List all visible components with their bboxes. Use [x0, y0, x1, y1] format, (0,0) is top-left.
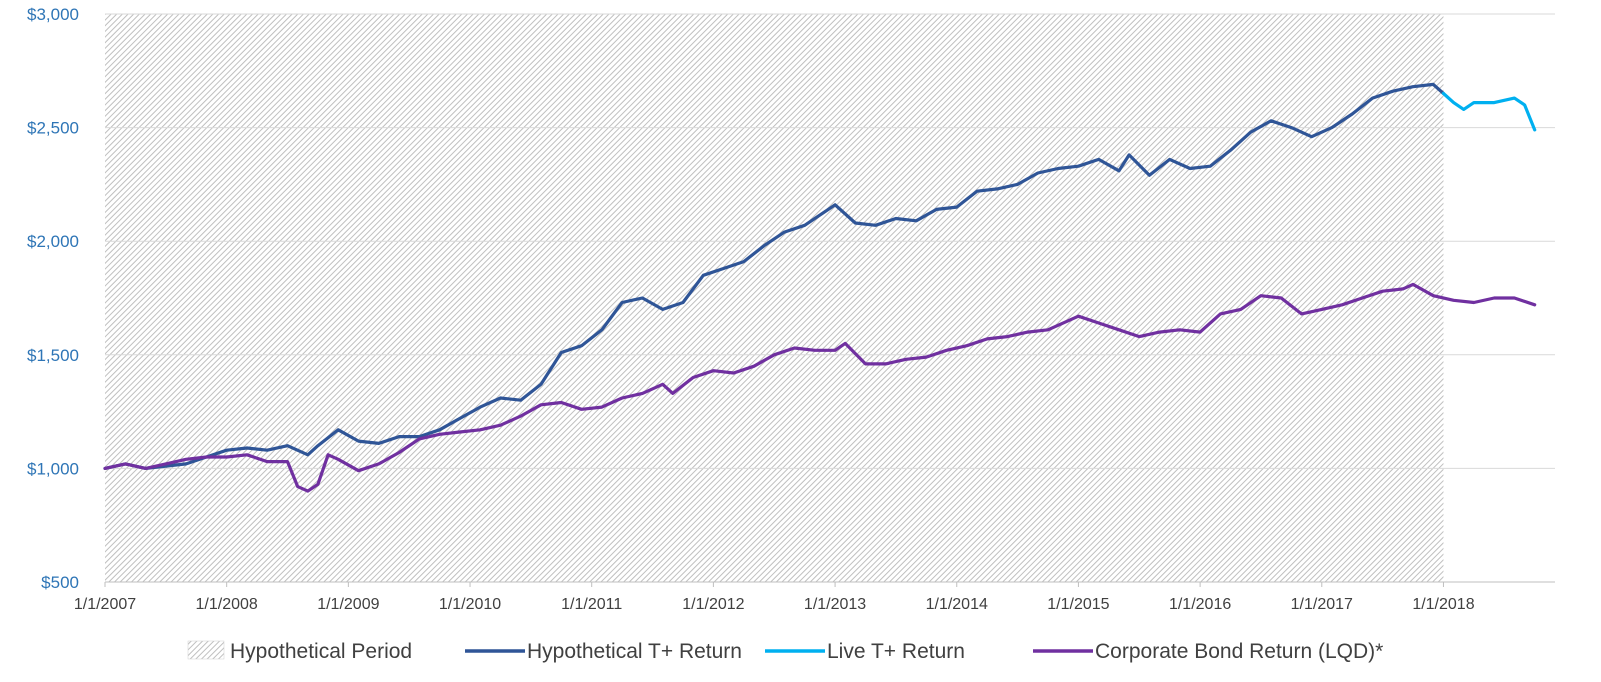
x-tick-label: 1/1/2018 — [1412, 596, 1474, 613]
y-tick-label: $2,500 — [27, 119, 79, 138]
x-tick-label: 1/1/2015 — [1047, 596, 1109, 613]
legend-label: Hypothetical Period — [230, 640, 412, 663]
y-tick-label: $500 — [41, 573, 79, 592]
x-tick-label: 1/1/2010 — [439, 596, 501, 613]
y-tick-label: $1,500 — [27, 346, 79, 365]
series-line — [103, 82, 1446, 470]
series-lines — [103, 82, 1537, 493]
x-tick-label: 1/1/2008 — [196, 596, 258, 613]
x-tick-label: 1/1/2016 — [1169, 596, 1231, 613]
legend-swatch — [187, 640, 225, 660]
y-tick-label: $2,000 — [27, 232, 79, 251]
y-axis: $500 $1,000 $1,500 $2,000 $2,500 $3,000 — [27, 5, 79, 592]
legend-label: Hypothetical T+ Return — [527, 640, 742, 663]
legend-label: Live T+ Return — [827, 640, 965, 663]
x-tick-label: 1/1/2011 — [561, 596, 622, 613]
y-tick-label: $1,000 — [27, 459, 79, 478]
hypothetical-period-shading — [105, 14, 1444, 582]
series-line — [1441, 91, 1537, 132]
x-axis: 1/1/2007 1/1/2008 1/1/2009 1/1/2010 1/1/2011… — [74, 581, 1555, 613]
y-tick-label: $3,000 — [27, 5, 79, 24]
x-tick-label: 1/1/2012 — [682, 596, 744, 613]
x-tick-label: 1/1/2009 — [317, 596, 379, 613]
x-tick-label: 1/1/2013 — [804, 596, 866, 613]
series-line — [103, 282, 1537, 493]
x-tick-label: 1/1/2007 — [74, 596, 136, 613]
legend-label: Corporate Bond Return (LQD)* — [1095, 640, 1383, 663]
legend: Hypothetical Period Hypothetical T+ Retur… — [187, 640, 1383, 663]
x-tick-label: 1/1/2014 — [926, 596, 988, 613]
x-tick-label: 1/1/2017 — [1291, 596, 1353, 613]
